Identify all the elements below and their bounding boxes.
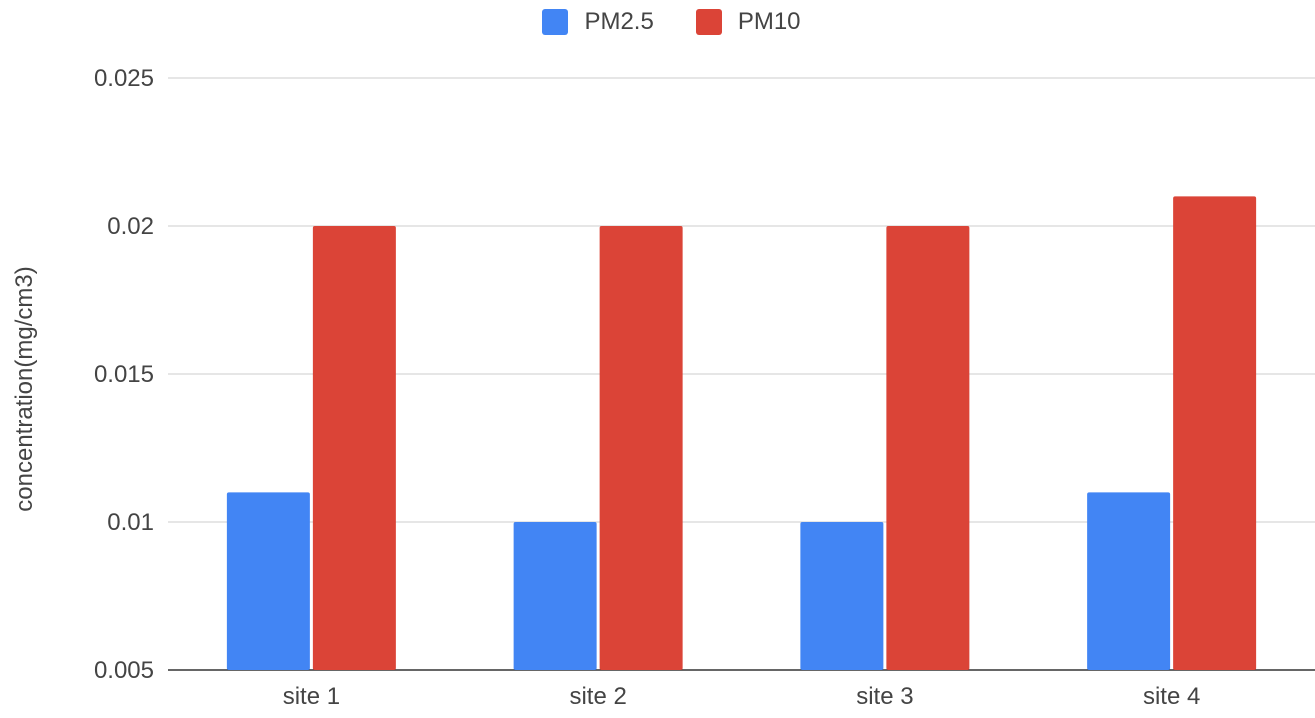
y-tick-label: 0.005 (94, 657, 154, 684)
y-tick-label: 0.02 (107, 213, 154, 240)
x-tick-label: site 1 (283, 683, 340, 710)
bar-pm10-site-4 (1173, 196, 1257, 670)
bar-pm10-site-2 (599, 226, 683, 670)
bar-pm25-site-3 (800, 522, 884, 670)
y-axis-label: concentration(mg/cm3) (11, 266, 38, 511)
bars (226, 196, 1257, 670)
y-tick-label: 0.01 (107, 509, 154, 536)
legend-item-pm25: PM2.5 (542, 8, 654, 36)
x-tick-label: site 2 (569, 683, 626, 710)
bar-pm10-site-3 (886, 226, 970, 670)
tick-labels: 0.005 0.01 0.015 0.02 0.025 site 1 site 2 site … (94, 65, 1200, 710)
chart-legend: PM2.5 PM10 (0, 0, 1315, 44)
bar-pm25-site-4 (1087, 492, 1171, 670)
legend-label-pm25: PM2.5 (584, 8, 654, 35)
legend-item-pm10: PM10 (695, 8, 801, 36)
bar-pm10-site-1 (312, 226, 396, 670)
legend-swatch-pm10 (695, 9, 722, 35)
y-tick-label: 0.025 (94, 65, 154, 92)
bar-pm25-site-2 (513, 522, 597, 670)
legend-swatch-pm25 (542, 9, 569, 35)
legend-label-pm10: PM10 (737, 8, 801, 35)
y-tick-label: 0.015 (94, 361, 154, 388)
bar-pm25-site-1 (226, 492, 310, 670)
x-tick-label: site 4 (1143, 683, 1200, 710)
x-tick-label: site 3 (856, 683, 913, 710)
